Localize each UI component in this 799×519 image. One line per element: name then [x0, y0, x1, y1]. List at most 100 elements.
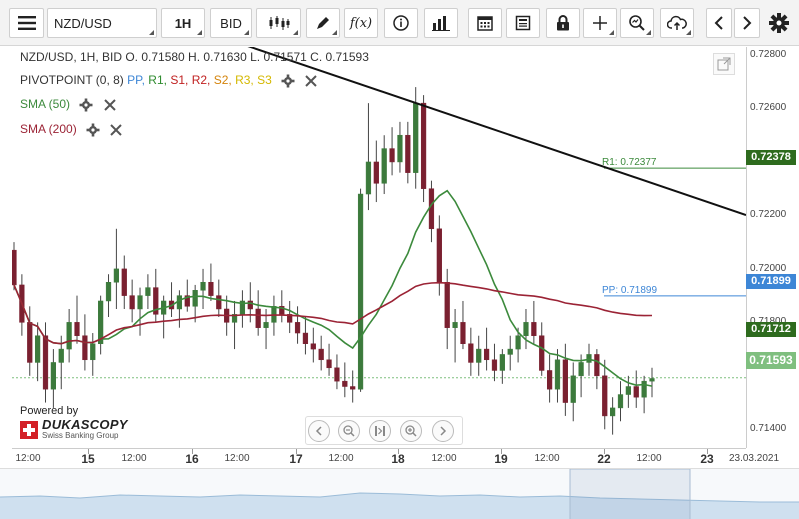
pivot-r3: R3, [235, 73, 254, 87]
candle-body [66, 322, 72, 350]
chevron-left-icon [315, 426, 322, 436]
scroll-left-button[interactable] [308, 420, 330, 442]
pencil-icon [317, 17, 329, 29]
pivot-pp: PP, [127, 73, 145, 87]
settings-gear-icon[interactable] [768, 12, 790, 34]
powered-by-label: Powered by [20, 405, 79, 417]
brand-sub: Swiss Banking Group [42, 431, 119, 440]
info-button[interactable] [384, 8, 418, 38]
upload-button[interactable] [660, 8, 694, 38]
candle-body [98, 300, 104, 344]
zoom-out-button[interactable] [338, 420, 360, 442]
price-tag-last: 0.71593 [746, 352, 796, 369]
reset-view-button[interactable] [369, 420, 391, 442]
candle-body [617, 394, 624, 409]
candle-body [397, 134, 403, 163]
sma50-line [13, 189, 653, 387]
candle-body [137, 295, 143, 310]
pivot-s1: S1, [170, 73, 189, 87]
candle-body [294, 322, 301, 334]
x-tick-label: 19 [494, 452, 508, 466]
candle-body [539, 335, 545, 371]
close-icon[interactable] [109, 123, 123, 137]
navigator-strip[interactable] [0, 468, 799, 519]
candle-body [200, 282, 206, 291]
scroll-right-button[interactable] [432, 420, 454, 442]
ohlc-legend: NZD/USD, 1H, BID O. 0.71580 H. 0.71630 L… [20, 50, 369, 64]
chart-type-button[interactable] [256, 8, 301, 38]
candle-body [113, 268, 120, 283]
candle-body [263, 322, 269, 328]
x-tick-mark [296, 449, 297, 454]
candle-body [365, 161, 372, 195]
dropdown-corner-icon [197, 30, 202, 35]
x-tick-mark [88, 449, 89, 454]
dropdown-corner-icon [609, 30, 614, 35]
x-tick-label: 23 [700, 452, 714, 466]
candle-body [153, 287, 159, 315]
chevron-left-icon [714, 16, 723, 30]
candle-body [318, 348, 324, 361]
candle-body [436, 228, 442, 283]
price-type-button[interactable]: BID [210, 8, 252, 38]
candle-body [74, 322, 80, 336]
chart-plot-area[interactable]: R1: 0.72377 PP: 0.71899 [12, 47, 746, 448]
navigator-chart [0, 468, 799, 519]
price-type-label: BID [220, 15, 242, 31]
candle-body [405, 134, 411, 173]
report-button[interactable] [506, 8, 540, 38]
calendar-button[interactable] [468, 8, 502, 38]
candle-body [649, 378, 655, 382]
x-tick-label: 16 [185, 452, 199, 466]
indicators-button[interactable]: f(x) [344, 8, 378, 38]
candle-body [570, 375, 576, 403]
menu-icon[interactable] [9, 8, 44, 38]
function-icon: f(x) [349, 15, 373, 31]
candle-body [554, 359, 561, 390]
x-tick-mark [707, 449, 708, 454]
zoom-button[interactable] [620, 8, 654, 38]
candle-body [287, 314, 293, 323]
close-icon[interactable] [304, 74, 318, 88]
gear-icon[interactable] [79, 98, 93, 112]
gear-icon[interactable] [86, 123, 100, 137]
toolbar: NZD/USD 1H BID f(x) [0, 0, 799, 46]
zoom-in-button[interactable] [400, 420, 422, 442]
drawing-tool-button[interactable] [306, 8, 340, 38]
expand-chart-button[interactable] [713, 53, 735, 75]
candle-body [546, 370, 553, 390]
price-tag-r1: 0.72378 [746, 150, 796, 165]
calendar-icon [477, 16, 493, 31]
x-tick-label: 15 [81, 452, 95, 466]
close-icon[interactable] [103, 98, 117, 112]
crosshair-button[interactable] [583, 8, 617, 38]
nav-forward-button[interactable] [734, 8, 760, 38]
swiss-cross-icon [20, 421, 38, 439]
cloud-upload-icon [667, 15, 687, 30]
pivot-s3: S3 [257, 73, 272, 87]
dropdown-corner-icon [646, 30, 651, 35]
sma50-legend: SMA (50) [20, 97, 117, 112]
nav-back-button[interactable] [706, 8, 732, 38]
dropdown-corner-icon [149, 30, 154, 35]
symbol-selector[interactable]: NZD/USD [47, 8, 157, 38]
candle-body [247, 300, 253, 310]
candle-body [515, 335, 521, 350]
y-tick-label: 0.72200 [750, 209, 787, 221]
candle-body [357, 193, 364, 390]
dropdown-corner-icon [332, 30, 337, 35]
timeframe-button[interactable]: 1H [161, 8, 205, 38]
candle-body [499, 354, 505, 371]
gear-icon[interactable] [281, 74, 295, 88]
candle-body [491, 359, 498, 371]
volume-button[interactable] [424, 8, 458, 38]
info-icon [393, 15, 409, 31]
x-axis: 12:00 15 12:00 16 12:00 17 12:00 18 12:00 19 12:00… [12, 448, 779, 468]
zoom-in-icon [405, 425, 417, 437]
pivot-r1: R1, [148, 73, 167, 87]
candle-body [12, 249, 17, 286]
candle-body [420, 102, 427, 189]
lock-button[interactable] [546, 8, 580, 38]
candle-body [507, 348, 513, 355]
pp-pivot-label: PP: 0.71899 [602, 285, 657, 296]
